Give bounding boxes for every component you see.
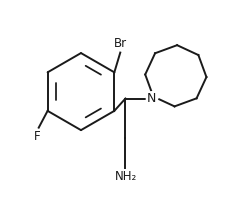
Text: N: N [147,92,156,105]
Text: NH₂: NH₂ [115,170,138,183]
Text: F: F [34,130,40,143]
Text: Br: Br [114,37,127,50]
